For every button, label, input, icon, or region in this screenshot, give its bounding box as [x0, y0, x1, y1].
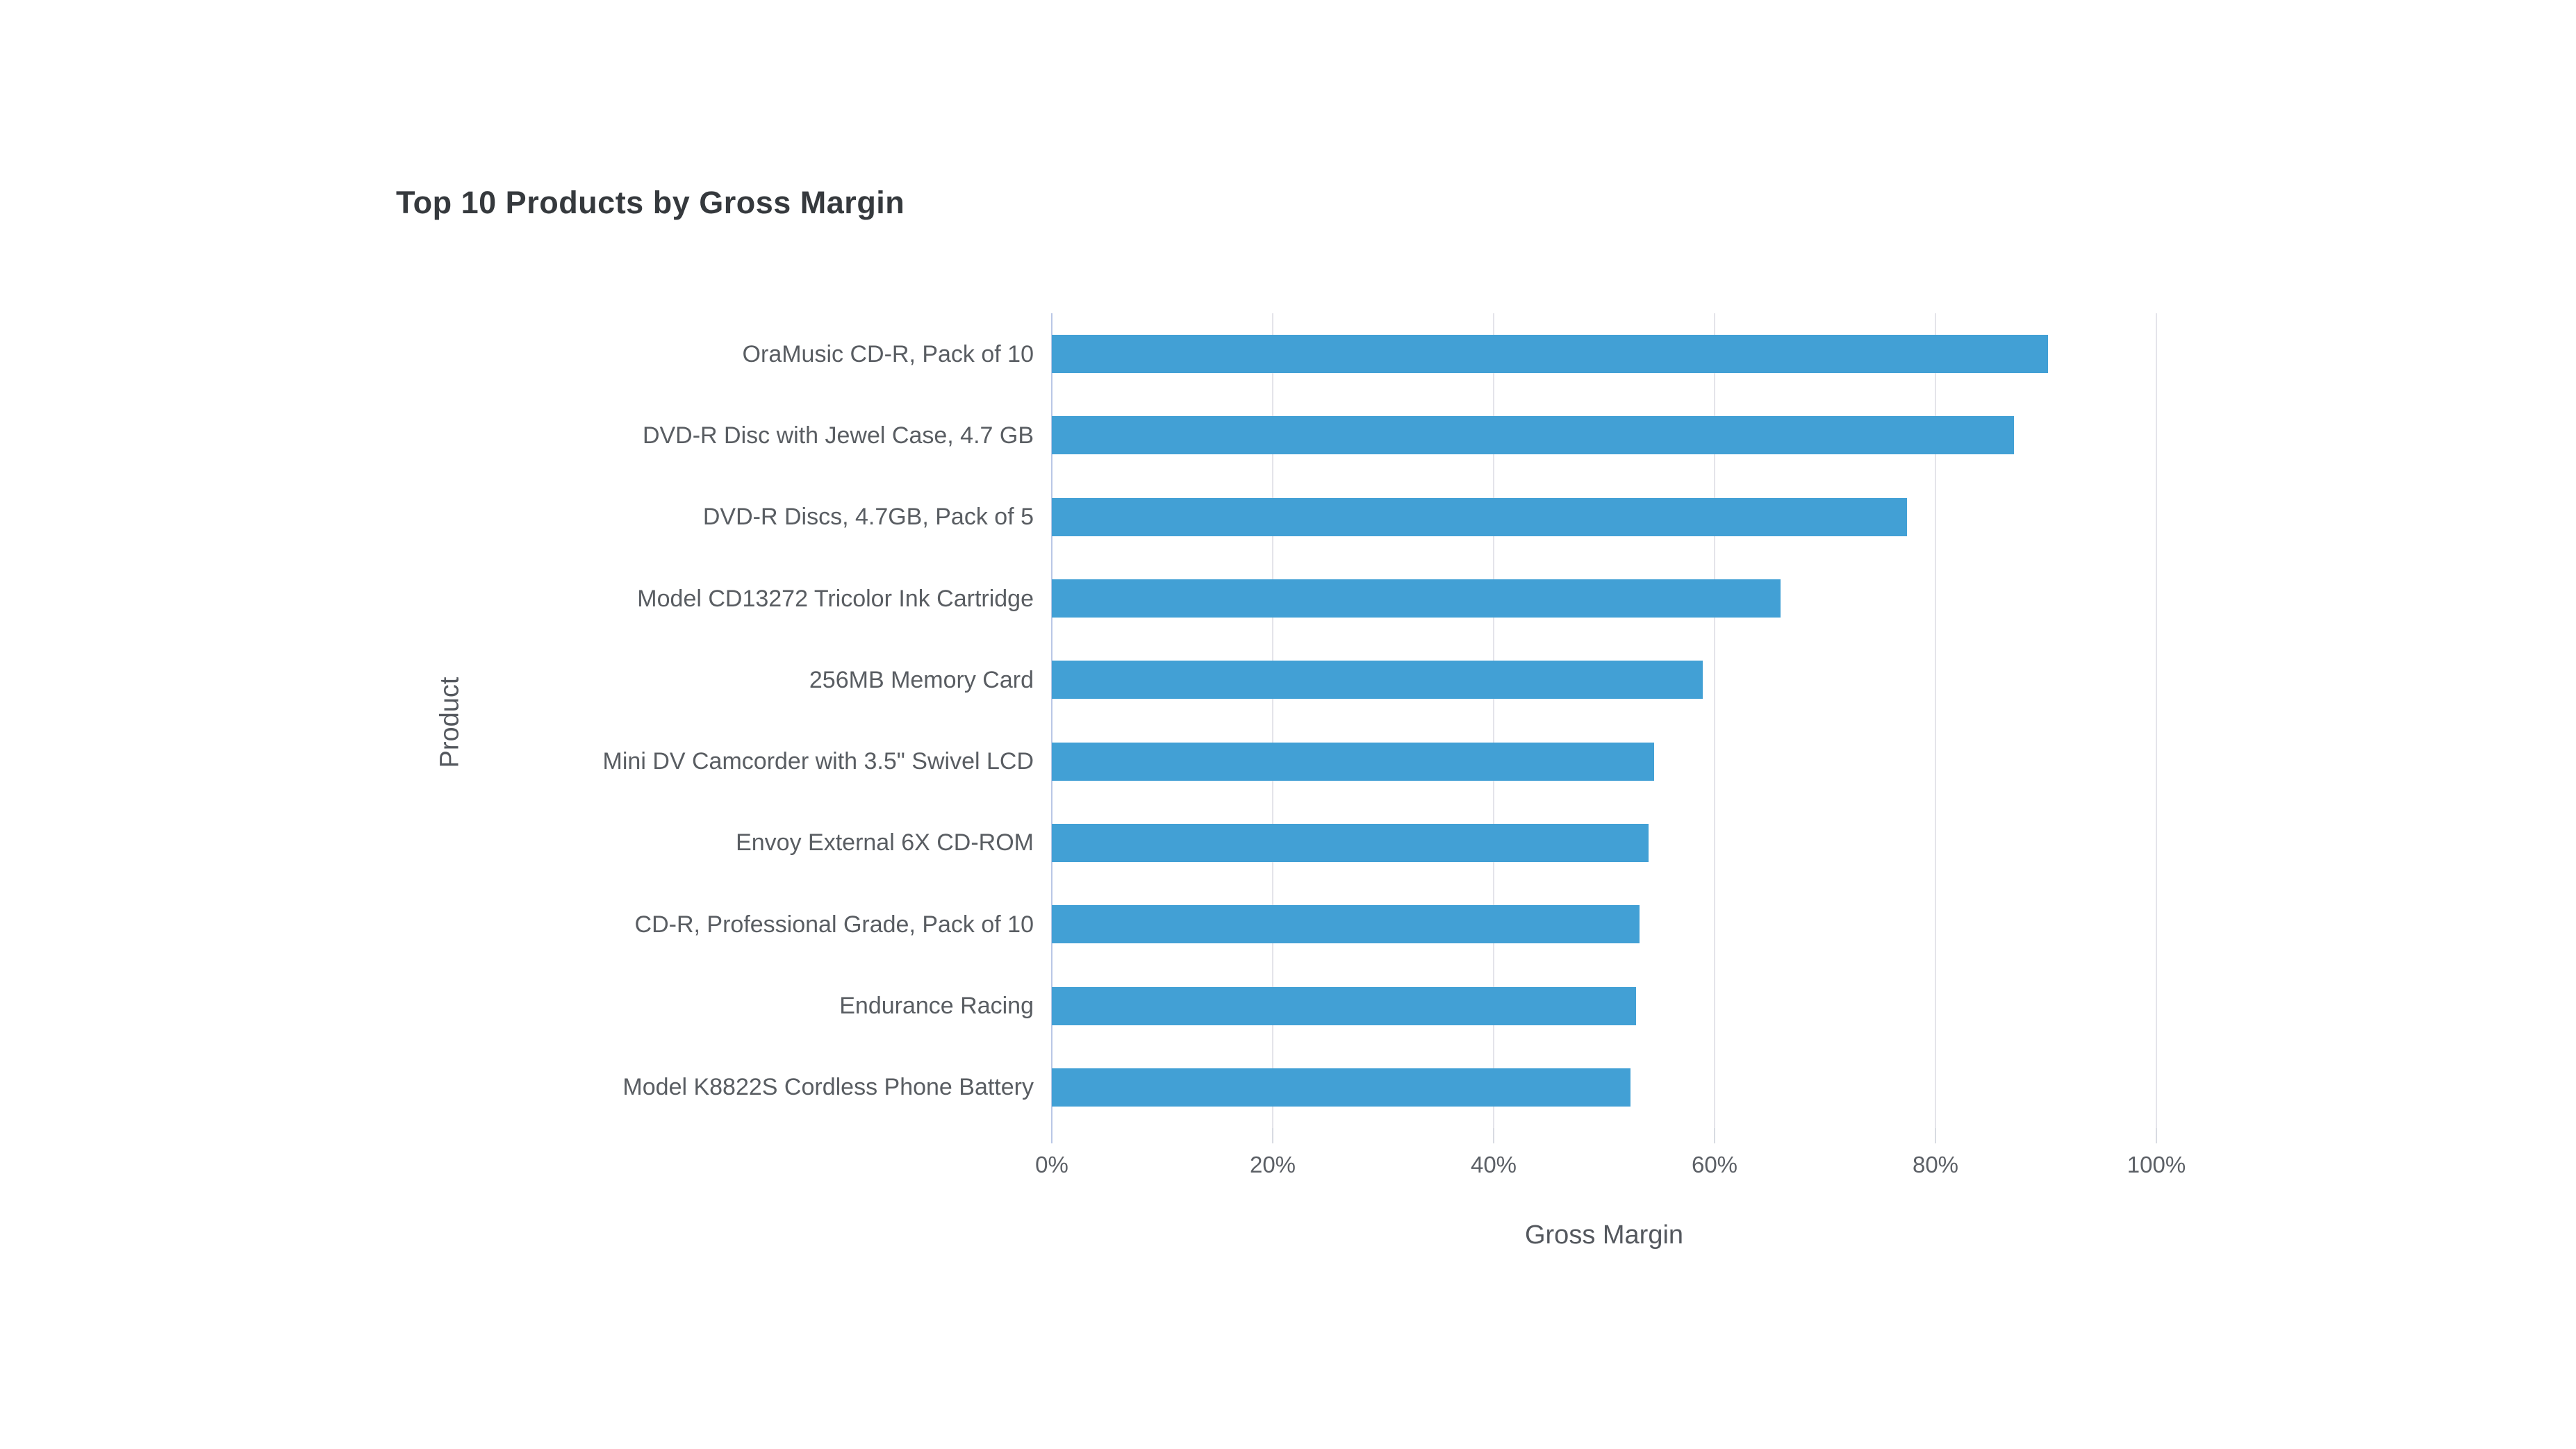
- y-axis-category-label: DVD-R Disc with Jewel Case, 4.7 GB: [642, 422, 1034, 449]
- bar[interactable]: [1052, 823, 1649, 862]
- x-tick-label: 20%: [1249, 1152, 1296, 1177]
- bar[interactable]: [1052, 905, 1640, 944]
- bar[interactable]: [1052, 335, 2049, 374]
- bar[interactable]: [1052, 742, 1654, 781]
- y-axis-category-label: Mini DV Camcorder with 3.5" Swivel LCD: [602, 748, 1034, 775]
- x-tick-label: 0%: [1035, 1152, 1068, 1177]
- y-axis-line: [1051, 313, 1052, 1128]
- y-axis-category-label: Envoy External 6X CD-ROM: [736, 829, 1034, 856]
- y-axis-category-label: OraMusic CD-R, Pack of 10: [742, 340, 1034, 367]
- x-axis-tick-mark: [2156, 1128, 2157, 1143]
- x-tick-label: 40%: [1470, 1152, 1517, 1177]
- y-axis-title: Product: [435, 677, 465, 768]
- x-tick-label: 100%: [2127, 1152, 2186, 1177]
- x-tick-label: 60%: [1691, 1152, 1738, 1177]
- gridline: [2156, 313, 2157, 1128]
- x-axis-tick-mark: [1493, 1128, 1494, 1143]
- x-axis-title: Gross Margin: [1524, 1220, 1684, 1250]
- x-axis-tick-mark: [1272, 1128, 1273, 1143]
- bar[interactable]: [1052, 986, 1637, 1025]
- chart-title: Top 10 Products by Gross Margin: [396, 185, 905, 220]
- bar[interactable]: [1052, 579, 1781, 618]
- y-axis-category-label: Model CD13272 Tricolor Ink Cartridge: [637, 585, 1034, 612]
- y-axis-category-label: DVD-R Discs, 4.7GB, Pack of 5: [702, 504, 1034, 531]
- gridline: [1272, 313, 1273, 1128]
- bar[interactable]: [1052, 497, 1907, 536]
- x-axis-tick-mark: [1714, 1128, 1715, 1143]
- gridline: [1714, 313, 1715, 1128]
- bar[interactable]: [1052, 661, 1703, 699]
- gridline: [1935, 313, 1936, 1128]
- y-axis-category-label: 256MB Memory Card: [809, 666, 1034, 693]
- gridline: [1493, 313, 1494, 1128]
- x-tick-label: 80%: [1912, 1152, 1959, 1177]
- bar[interactable]: [1052, 1068, 1631, 1107]
- x-axis-tick-mark: [1935, 1128, 1936, 1143]
- x-axis-tick-mark: [1051, 1128, 1052, 1143]
- bar[interactable]: [1052, 416, 2014, 455]
- y-axis-category-label: CD-R, Professional Grade, Pack of 10: [634, 911, 1034, 938]
- y-axis-category-label: Endurance Racing: [839, 993, 1034, 1020]
- y-axis-category-label: Model K8822S Cordless Phone Battery: [622, 1074, 1034, 1101]
